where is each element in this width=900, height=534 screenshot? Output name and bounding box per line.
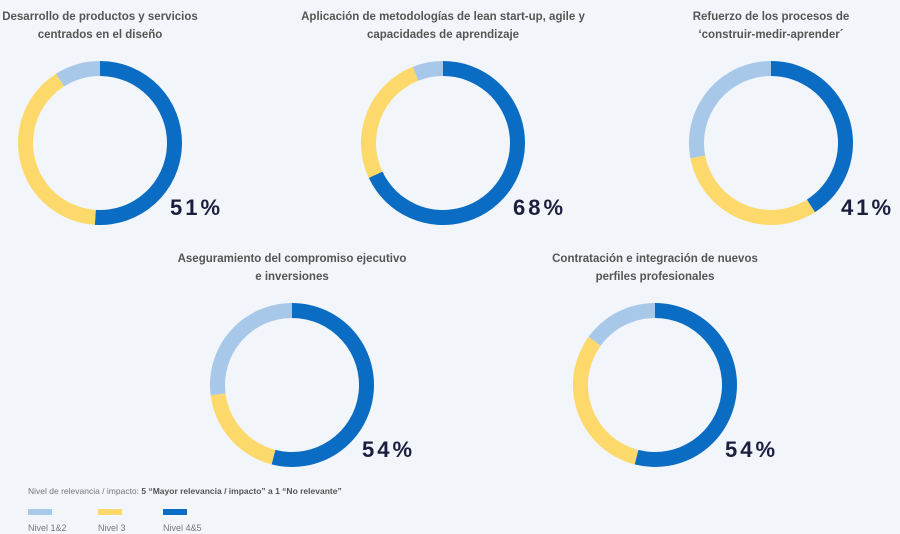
legend-label: Nivel 1&2 bbox=[28, 523, 67, 533]
chart-title: Contratación e integración de nuevos bbox=[552, 253, 758, 265]
chart-title: e inversiones bbox=[255, 271, 329, 283]
value-label: 51% bbox=[170, 195, 223, 220]
legend-swatch bbox=[98, 509, 122, 515]
chart-title: ‘construir-medir-aprender´ bbox=[698, 29, 843, 41]
donut-segment bbox=[271, 303, 374, 468]
donut-segment bbox=[94, 61, 183, 226]
chart-title: perfiles profesionales bbox=[596, 271, 715, 283]
chart-title: centrados en el diseño bbox=[38, 29, 163, 41]
donut-segment bbox=[588, 303, 655, 346]
value-label: 68% bbox=[513, 195, 566, 220]
value-label: 54% bbox=[362, 437, 415, 462]
note-label: Nivel de relevancia / impacto: bbox=[28, 486, 141, 496]
donut-segment bbox=[771, 61, 853, 213]
value-label: 54% bbox=[725, 437, 778, 462]
donut-segment bbox=[573, 336, 639, 465]
donut-segment bbox=[210, 393, 276, 465]
chart-title: Aseguramiento del compromiso ejecutivo bbox=[178, 253, 407, 265]
note-scale: 5 “Mayor relevancia / impacto” a 1 “No r… bbox=[141, 486, 341, 496]
donut-segment bbox=[634, 303, 737, 467]
legend-label: Nivel 4&5 bbox=[163, 523, 202, 533]
legend-swatch bbox=[163, 509, 187, 515]
donut-segment bbox=[412, 61, 443, 81]
chart-title: Refuerzo de los procesos de bbox=[693, 11, 850, 23]
donut-segment bbox=[688, 60, 771, 159]
donut-segment bbox=[56, 61, 100, 87]
donut-segment bbox=[210, 303, 292, 396]
value-label: 41% bbox=[841, 195, 894, 220]
chart-title: Aplicación de metodologías de lean start… bbox=[301, 11, 585, 23]
note: Nivel de relevancia / impacto: 5 “Mayor … bbox=[28, 486, 342, 496]
donut-segment bbox=[18, 73, 96, 225]
donut-segment bbox=[360, 66, 419, 178]
legend-swatch bbox=[28, 509, 52, 515]
legend-label: Nivel 3 bbox=[98, 523, 126, 533]
chart-title: capacidades de aprendizaje bbox=[367, 29, 519, 41]
donut-segment bbox=[690, 155, 815, 225]
chart-title: Desarrollo de productos y servicios bbox=[2, 11, 198, 23]
